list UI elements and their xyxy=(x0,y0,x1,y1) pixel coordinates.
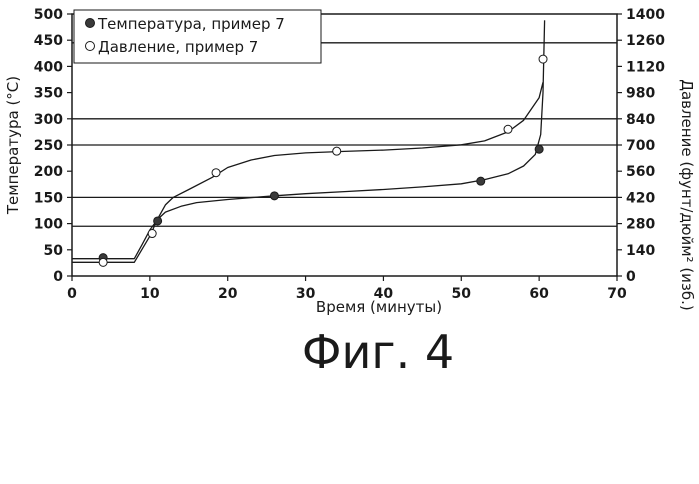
y-left-tick-label: 150 xyxy=(34,190,63,206)
y-right-tick-label: 560 xyxy=(626,164,655,180)
pressure-point xyxy=(99,258,107,266)
gridlines xyxy=(72,43,617,226)
x-tick-label: 60 xyxy=(529,286,549,302)
pressure-point xyxy=(539,55,547,63)
y-right-tick-label: 980 xyxy=(626,86,655,102)
x-tick-label: 50 xyxy=(452,286,472,302)
data-markers xyxy=(99,55,547,266)
y-left-tick-label: 300 xyxy=(34,112,63,128)
y-left-tick-label: 50 xyxy=(44,243,64,259)
y-left-tick-label: 0 xyxy=(53,269,63,285)
y-right-tick-label: 840 xyxy=(626,112,655,128)
y-right-axis-ticks: 0 140 280 420 560 700 840 980 1120 1260 1400 xyxy=(617,7,665,285)
pressure-point xyxy=(148,230,156,238)
figure-caption: Фиг. 4 xyxy=(302,325,454,379)
legend-label-pressure: Давление, пример 7 xyxy=(98,38,258,56)
temperature-point xyxy=(154,217,162,225)
y-right-tick-label: 0 xyxy=(626,269,636,285)
y-left-tick-label: 350 xyxy=(34,86,63,102)
legend-marker-temperature xyxy=(86,19,95,28)
y-left-tick-label: 250 xyxy=(34,138,63,154)
pressure-point xyxy=(504,125,512,133)
y-right-tick-label: 700 xyxy=(626,138,655,154)
pressure-line xyxy=(72,82,543,262)
y-left-tick-label: 400 xyxy=(34,59,63,75)
legend-label-temperature: Температура, пример 7 xyxy=(97,15,285,33)
y-left-axis-ticks: 0 50 100 150 200 250 300 350 400 450 500 xyxy=(34,7,72,285)
temperature-point xyxy=(535,145,543,153)
y-right-tick-label: 1260 xyxy=(626,33,665,49)
x-tick-label: 70 xyxy=(607,286,627,302)
y-left-axis-title: Температура (°C) xyxy=(4,76,22,215)
x-axis-title: Время (минуты) xyxy=(316,298,442,316)
y-left-tick-label: 450 xyxy=(34,33,63,49)
y-right-tick-label: 140 xyxy=(626,243,655,259)
temperature-point xyxy=(270,192,278,200)
x-tick-label: 10 xyxy=(140,286,160,302)
x-tick-label: 20 xyxy=(218,286,238,302)
y-left-tick-label: 100 xyxy=(34,217,63,233)
y-right-tick-label: 1120 xyxy=(626,59,665,75)
y-left-tick-label: 200 xyxy=(34,164,63,180)
y-right-tick-label: 1400 xyxy=(626,7,665,23)
y-right-tick-label: 280 xyxy=(626,217,655,233)
pressure-point xyxy=(212,169,220,177)
legend: Температура, пример 7 Давление, пример 7 xyxy=(74,10,321,63)
y-left-tick-label: 500 xyxy=(34,7,63,23)
x-tick-label: 0 xyxy=(67,286,77,302)
legend-marker-pressure xyxy=(86,42,95,51)
x-tick-label: 30 xyxy=(296,286,316,302)
temperature-point xyxy=(477,177,485,185)
pressure-point xyxy=(333,147,341,155)
y-right-axis-title: Давление (фунт/дюйм² (изб.) xyxy=(678,79,696,311)
y-right-tick-label: 420 xyxy=(626,190,655,206)
